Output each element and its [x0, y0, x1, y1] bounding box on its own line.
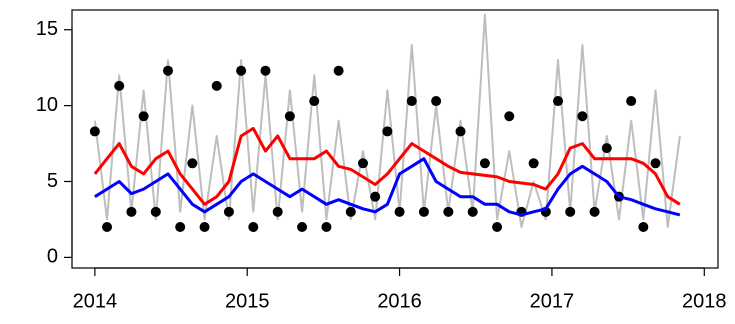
- data-point: [418, 206, 429, 217]
- y-tick-label: 15: [36, 18, 58, 40]
- data-point: [358, 158, 369, 169]
- data-point: [248, 222, 259, 233]
- x-tick-label: 2017: [530, 290, 575, 312]
- data-point: [601, 143, 612, 154]
- data-point: [309, 96, 320, 107]
- y-tick-label: 5: [47, 170, 58, 192]
- data-point: [382, 126, 393, 137]
- data-point: [492, 222, 503, 233]
- y-tick-label: 0: [47, 246, 58, 268]
- data-point: [431, 96, 442, 107]
- data-point: [114, 80, 125, 91]
- data-point: [553, 96, 564, 107]
- data-point: [479, 158, 490, 169]
- series-line: [93, 126, 681, 206]
- data-point: [626, 96, 637, 107]
- data-point: [650, 158, 661, 169]
- x-tick-label: 2018: [682, 290, 727, 312]
- data-point: [321, 222, 332, 233]
- data-point: [284, 111, 295, 122]
- data-point: [223, 206, 234, 217]
- data-point: [345, 206, 356, 217]
- data-point: [236, 65, 247, 76]
- data-point: [297, 222, 308, 233]
- data-point: [333, 65, 344, 76]
- data-point: [102, 222, 113, 233]
- data-point: [504, 111, 515, 122]
- y-tick-label: 10: [36, 94, 58, 116]
- data-point: [577, 111, 588, 122]
- data-point: [528, 158, 539, 169]
- data-point: [211, 80, 222, 91]
- data-point: [589, 206, 600, 217]
- x-tick-label: 2016: [377, 290, 422, 312]
- data-point: [260, 65, 271, 76]
- data-point: [89, 126, 100, 137]
- data-point: [138, 111, 149, 122]
- data-point: [638, 222, 649, 233]
- data-point: [187, 158, 198, 169]
- data-point: [150, 206, 161, 217]
- series-line: [94, 157, 681, 217]
- data-point: [406, 96, 417, 107]
- data-point: [199, 222, 210, 233]
- data-point: [394, 206, 405, 217]
- x-tick-label: 2014: [73, 290, 118, 312]
- data-point: [126, 206, 137, 217]
- data-point: [175, 222, 186, 233]
- data-point: [370, 191, 381, 202]
- series-line: [93, 13, 681, 228]
- data-point: [467, 206, 478, 217]
- plot-frame: [71, 9, 719, 269]
- data-point: [272, 206, 283, 217]
- data-point: [162, 65, 173, 76]
- data-point: [455, 126, 466, 137]
- x-tick-label: 2015: [225, 290, 270, 312]
- data-point: [565, 206, 576, 217]
- data-point: [443, 206, 454, 217]
